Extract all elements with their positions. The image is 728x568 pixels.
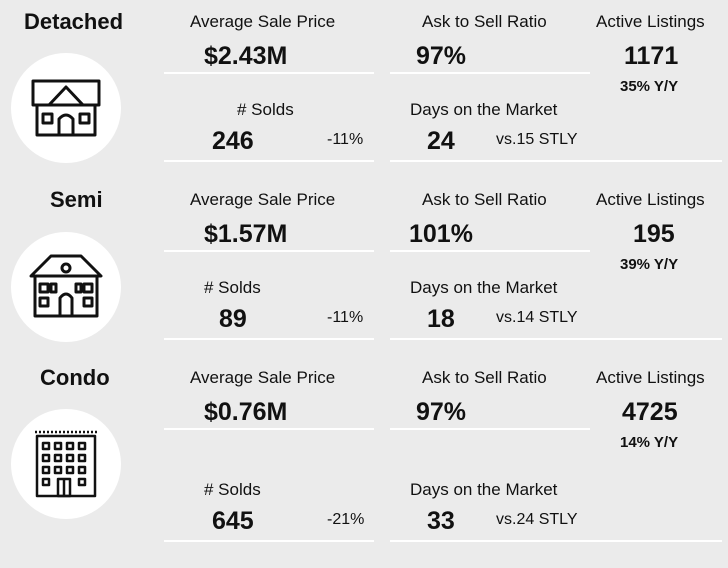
divider bbox=[390, 250, 590, 252]
label-active-listings: Active Listings bbox=[596, 190, 705, 209]
detached-ask-ratio: 97% bbox=[416, 42, 467, 70]
divider bbox=[390, 338, 722, 340]
condo-active-yoy: 14% Y/Y bbox=[620, 434, 679, 451]
divider bbox=[390, 72, 590, 74]
label-avg-sale-price: Average Sale Price bbox=[190, 190, 336, 209]
condo-dom-stly: vs.24 STLY bbox=[496, 511, 578, 528]
label-ask-to-sell: Ask to Sell Ratio bbox=[422, 190, 547, 209]
divider bbox=[390, 428, 590, 430]
detached-house-icon bbox=[11, 53, 121, 163]
condo-solds-change: -21% bbox=[327, 511, 365, 528]
semi-solds: 89 bbox=[219, 305, 247, 333]
detached-solds-change: -11% bbox=[327, 131, 364, 148]
condo-ask-ratio: 97% bbox=[416, 398, 467, 426]
label-solds: # Solds bbox=[204, 278, 261, 297]
semi-dom-stly: vs.14 STLY bbox=[496, 309, 578, 326]
condo-active-listings: 4725 bbox=[622, 398, 678, 426]
divider bbox=[164, 428, 374, 430]
divider bbox=[164, 338, 374, 340]
semi-avg-price: $1.57M bbox=[204, 220, 288, 248]
label-days-on-market: Days on the Market bbox=[410, 480, 558, 499]
divider bbox=[390, 160, 722, 162]
section-title-detached: Detached bbox=[24, 9, 124, 34]
condo-dom: 33 bbox=[427, 507, 455, 535]
detached-dom: 24 bbox=[427, 127, 455, 155]
divider bbox=[164, 72, 374, 74]
condo-building-icon bbox=[11, 409, 121, 519]
label-days-on-market: Days on the Market bbox=[410, 278, 558, 297]
detached-active-listings: 1171 bbox=[624, 42, 679, 70]
label-days-on-market: Days on the Market bbox=[410, 100, 558, 119]
label-avg-sale-price: Average Sale Price bbox=[190, 368, 336, 387]
detached-dom-stly: vs.15 STLY bbox=[496, 131, 578, 148]
divider bbox=[164, 540, 374, 542]
label-ask-to-sell: Ask to Sell Ratio bbox=[422, 368, 547, 387]
label-solds: # Solds bbox=[237, 100, 294, 119]
semi-ask-ratio: 101% bbox=[409, 220, 473, 248]
semi-house-icon bbox=[11, 232, 121, 342]
label-solds: # Solds bbox=[204, 480, 261, 499]
semi-active-listings: 195 bbox=[633, 220, 675, 248]
section-title-semi: Semi bbox=[50, 187, 103, 212]
semi-active-yoy: 39% Y/Y bbox=[620, 256, 679, 273]
divider bbox=[390, 540, 722, 542]
label-active-listings: Active Listings bbox=[596, 12, 705, 31]
label-active-listings: Active Listings bbox=[596, 368, 705, 387]
detached-avg-price: $2.43M bbox=[204, 42, 288, 70]
label-avg-sale-price: Average Sale Price bbox=[190, 12, 336, 31]
detached-active-yoy: 35% Y/Y bbox=[620, 78, 679, 95]
condo-avg-price: $0.76M bbox=[204, 398, 288, 426]
divider bbox=[164, 160, 374, 162]
semi-dom: 18 bbox=[427, 305, 455, 333]
condo-solds: 645 bbox=[212, 507, 254, 535]
detached-solds: 246 bbox=[212, 127, 254, 155]
divider bbox=[164, 250, 374, 252]
semi-solds-change: -11% bbox=[327, 309, 364, 326]
label-ask-to-sell: Ask to Sell Ratio bbox=[422, 12, 547, 31]
section-title-condo: Condo bbox=[40, 365, 110, 390]
